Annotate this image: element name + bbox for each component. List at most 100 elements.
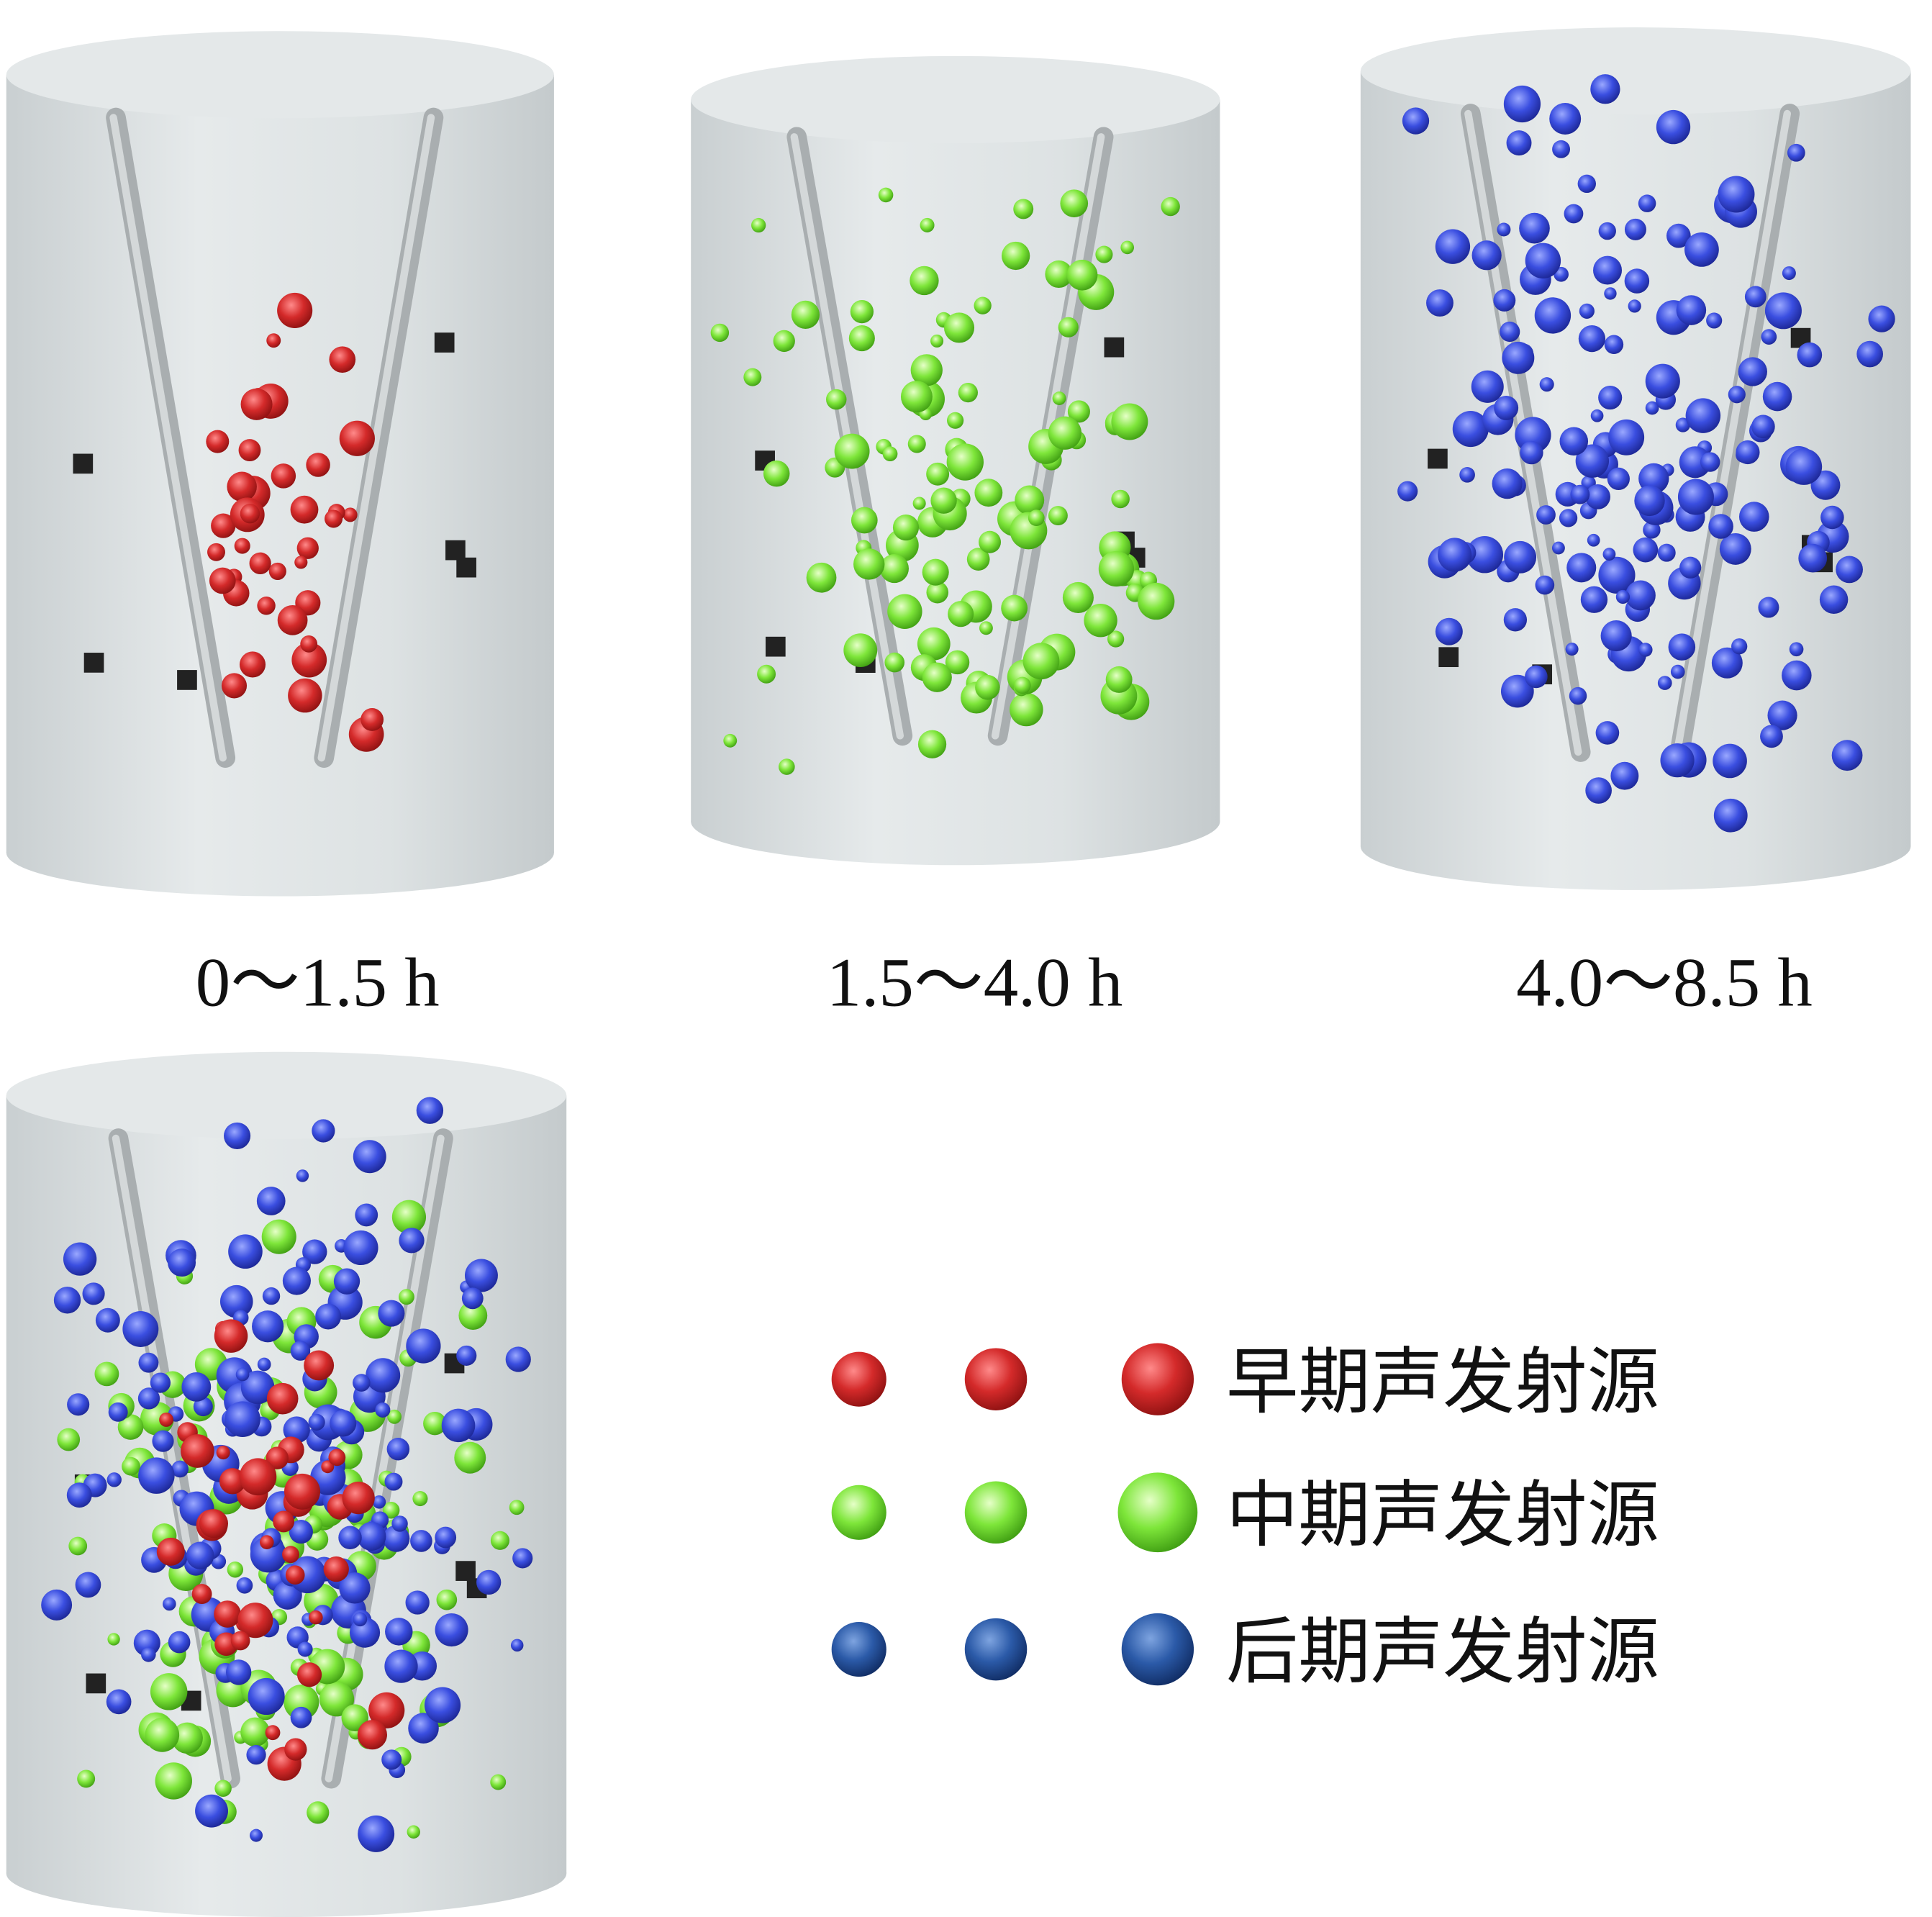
source-sphere <box>1565 643 1579 656</box>
source-sphere <box>163 1597 176 1611</box>
source-sphere <box>94 1361 119 1387</box>
source-sphere <box>1536 505 1556 525</box>
source-sphere <box>1161 196 1180 217</box>
source-sphere <box>1549 103 1582 135</box>
source-sphere <box>250 1828 263 1842</box>
source-sphere <box>458 1301 488 1331</box>
source-sphere <box>57 1428 81 1451</box>
source-sphere <box>917 730 947 758</box>
legend-sphere <box>831 1351 886 1407</box>
source-sphere <box>1519 212 1550 244</box>
source-sphere <box>1666 223 1691 248</box>
source-sphere <box>826 389 847 410</box>
cylinder-panel <box>1360 27 1911 890</box>
legend-sphere <box>1117 1472 1198 1553</box>
source-sphere <box>248 1677 285 1716</box>
source-sphere <box>284 1473 320 1510</box>
source-sphere <box>1856 340 1883 368</box>
source-sphere <box>239 651 266 678</box>
source-sphere <box>95 1308 120 1333</box>
source-sphere <box>1590 409 1604 422</box>
source-sphere <box>288 678 322 713</box>
source-sphere <box>1645 401 1659 415</box>
source-sphere <box>294 556 308 569</box>
source-sphere <box>879 554 909 584</box>
source-sphere <box>917 627 951 661</box>
source-sphere <box>757 664 776 684</box>
source-sphere <box>67 1393 90 1416</box>
source-sphere <box>945 650 970 675</box>
source-sphere <box>1452 411 1489 448</box>
source-sphere <box>384 1472 403 1491</box>
source-sphere <box>296 537 319 559</box>
source-sphere <box>1657 676 1672 690</box>
source-sphere <box>1438 538 1472 572</box>
source-sphere <box>791 300 820 329</box>
source-sphere <box>1520 440 1543 465</box>
source-sphere <box>219 1284 253 1318</box>
source-sphere <box>261 1219 296 1254</box>
source-sphere <box>1575 444 1610 478</box>
cylinder-panel <box>6 1051 567 1917</box>
source-sphere <box>1111 489 1130 509</box>
source-sphere <box>221 673 248 699</box>
source-sphere <box>958 382 978 403</box>
source-sphere <box>979 530 1002 553</box>
source-sphere <box>1628 299 1641 313</box>
cylinder-top <box>6 1051 567 1139</box>
source-sphere <box>240 1717 270 1747</box>
source-sphere <box>1559 427 1589 456</box>
source-sphere <box>943 312 975 343</box>
source-sphere <box>1500 321 1520 343</box>
source-sphere <box>319 1682 355 1717</box>
source-sphere <box>853 548 885 580</box>
source-sphere <box>723 733 738 748</box>
cylinder-top <box>1360 27 1911 115</box>
source-sphere <box>946 412 964 429</box>
source-sphere <box>456 1345 477 1366</box>
source-sphere <box>1708 514 1733 539</box>
source-sphere <box>436 1589 458 1610</box>
source-sphere <box>926 462 950 486</box>
source-sphere <box>252 1310 284 1343</box>
source-sphere <box>1764 292 1802 330</box>
source-sphere <box>1645 363 1680 399</box>
source-sphere <box>333 1268 360 1295</box>
source-sphere <box>1676 295 1707 325</box>
source-sphere <box>234 538 250 554</box>
source-sphere <box>107 1633 120 1646</box>
source-sphere <box>1435 617 1463 645</box>
source-sphere <box>1657 543 1676 562</box>
source-sphere <box>512 1548 533 1569</box>
source-sphere <box>237 1603 273 1639</box>
source-sphere <box>77 1769 96 1788</box>
sensor <box>1438 647 1459 668</box>
source-sphere <box>1045 260 1073 289</box>
source-sphere <box>329 346 356 373</box>
source-sphere <box>435 1613 468 1647</box>
source-sphere <box>1604 335 1624 354</box>
source-sphere <box>1782 660 1812 691</box>
source-sphere <box>375 1402 391 1418</box>
source-sphere <box>505 1346 531 1372</box>
source-sphere <box>168 1631 191 1654</box>
source-sphere <box>907 435 926 453</box>
source-sphere <box>214 1780 232 1797</box>
source-sphere <box>1685 398 1721 433</box>
source-sphere <box>1095 245 1113 263</box>
source-sphere <box>195 1794 228 1828</box>
source-sphere <box>239 1458 277 1496</box>
source-sphere <box>1638 194 1656 212</box>
source-sphere <box>1569 686 1587 705</box>
source-sphere <box>1713 798 1748 833</box>
panel-label: 1.5～4.0 h <box>827 944 1123 1021</box>
legend-sphere <box>964 1348 1028 1410</box>
sensor <box>86 1673 106 1694</box>
source-sphere <box>1534 297 1572 334</box>
source-sphere <box>435 1526 457 1549</box>
source-sphere <box>1471 240 1502 271</box>
source-sphere <box>464 1259 498 1292</box>
legend-sphere <box>964 1618 1028 1681</box>
sensor <box>445 540 466 561</box>
